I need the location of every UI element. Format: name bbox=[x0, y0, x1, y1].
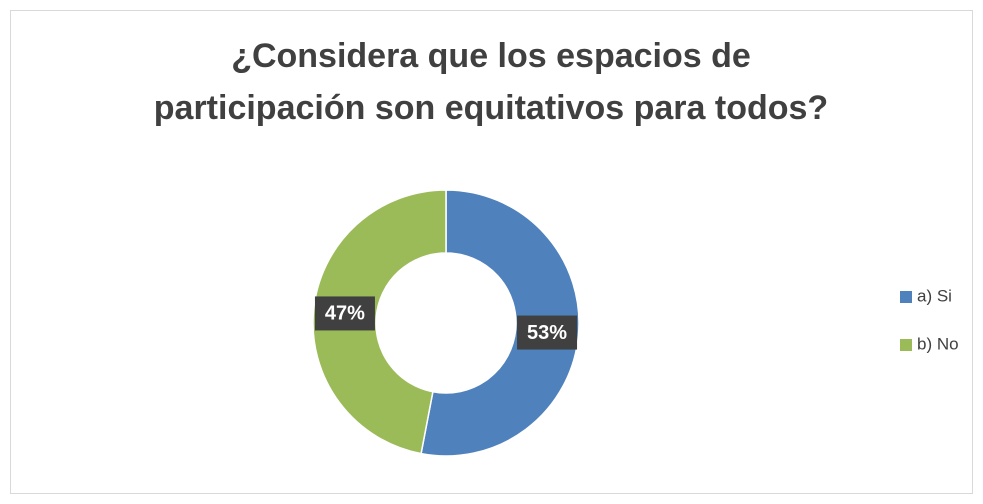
legend-swatch bbox=[900, 339, 912, 351]
value-label: 53% bbox=[527, 322, 567, 344]
value-label-box bbox=[517, 315, 578, 350]
chart-title: participación son equitativos para todos… bbox=[154, 89, 828, 127]
legend-label: a) Si bbox=[917, 286, 952, 305]
value-label: 47% bbox=[325, 303, 365, 325]
donut-slice bbox=[312, 189, 447, 455]
legend-label: b) No bbox=[917, 334, 959, 353]
value-label-box bbox=[314, 296, 375, 331]
legend-swatch bbox=[900, 291, 912, 303]
donut-slice bbox=[420, 189, 580, 457]
chart-title: ¿Considera que los espacios de bbox=[231, 37, 751, 75]
